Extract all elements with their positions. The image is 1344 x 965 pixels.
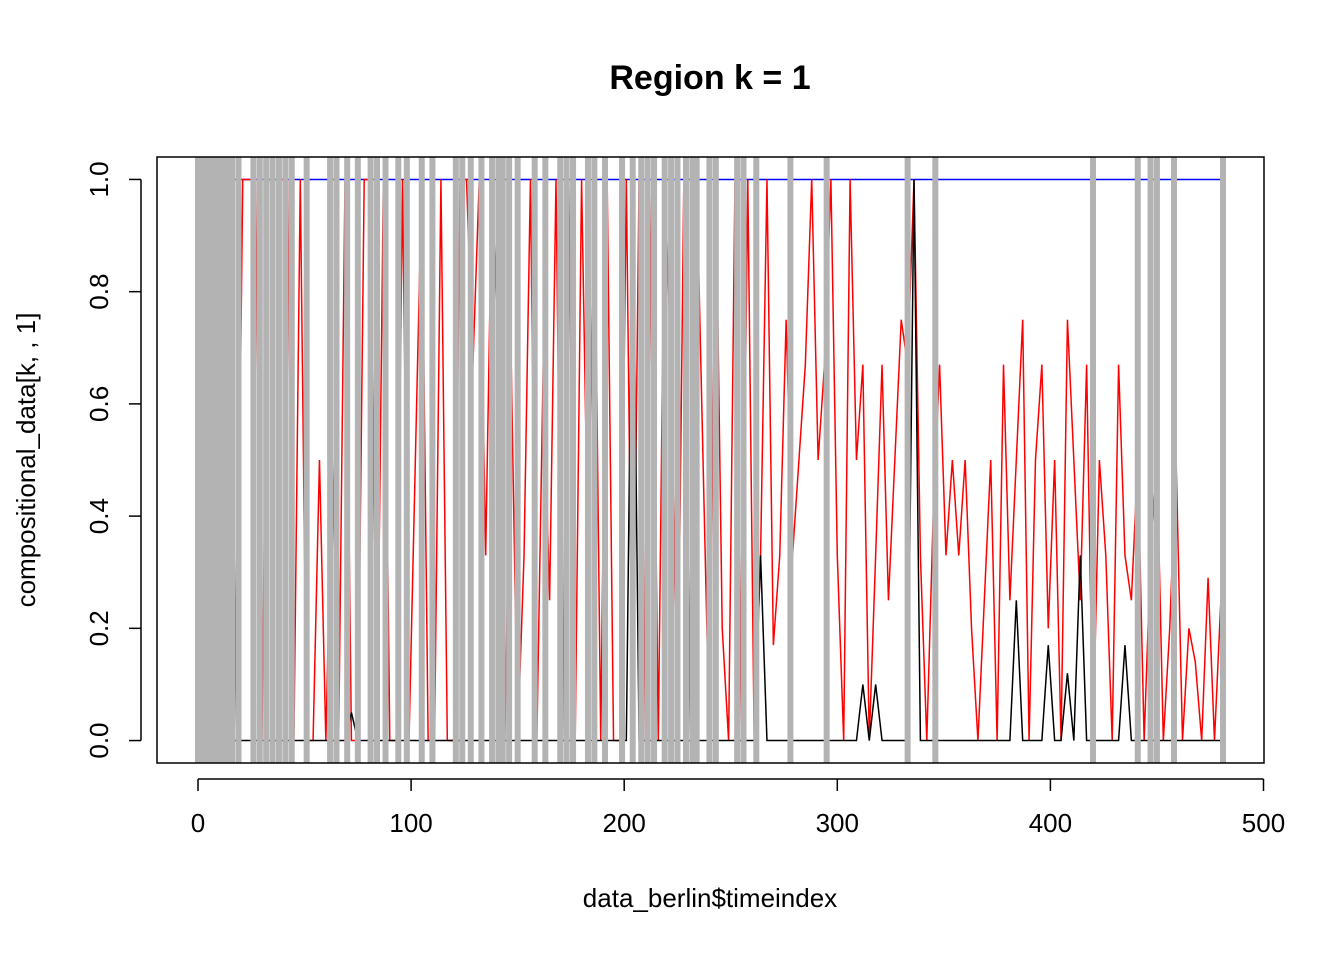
y-tick-label: 0.6 bbox=[84, 386, 114, 422]
plot-frame bbox=[156, 156, 1265, 764]
chart-title: Region k = 1 bbox=[609, 59, 810, 97]
y-tick-label: 0.2 bbox=[84, 610, 114, 646]
x-tick-label: 500 bbox=[1242, 808, 1285, 838]
y-tick-label: 1.0 bbox=[84, 161, 114, 197]
y-tick-label: 0.8 bbox=[84, 274, 114, 310]
y-axis-label: compositional_data[k, , 1] bbox=[11, 313, 41, 608]
x-tick-label: 200 bbox=[603, 808, 646, 838]
x-tick-label: 300 bbox=[816, 808, 859, 838]
x-tick-label: 100 bbox=[389, 808, 432, 838]
x-tick-label: 0 bbox=[191, 808, 205, 838]
x-tick-label: 400 bbox=[1029, 808, 1072, 838]
x-axis-label: data_berlin$timeindex bbox=[583, 883, 837, 913]
y-tick-label: 0.0 bbox=[84, 722, 114, 758]
y-tick-label: 0.4 bbox=[84, 498, 114, 534]
